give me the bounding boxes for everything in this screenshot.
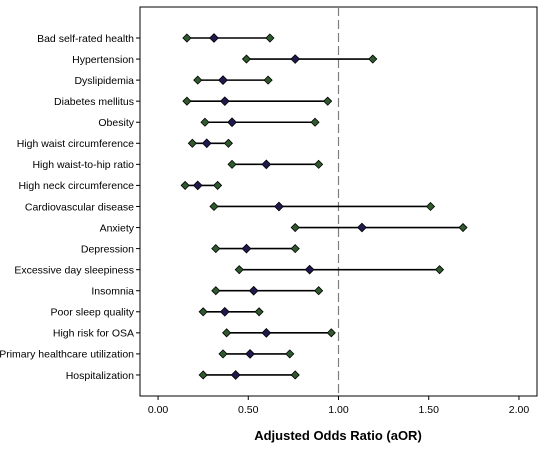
plot-area xyxy=(139,6,538,397)
ci-upper-marker xyxy=(290,244,300,254)
point-estimate-marker xyxy=(241,243,252,254)
ci-lower-marker xyxy=(222,328,232,338)
ci-upper-marker xyxy=(368,54,378,64)
row-label: Hospitalization xyxy=(66,370,134,382)
point-estimate-marker xyxy=(219,306,230,317)
ci-upper-marker xyxy=(265,33,275,43)
ci-lower-marker xyxy=(290,222,300,233)
row-label: Hypertension xyxy=(72,54,134,66)
ci-lower-marker xyxy=(198,307,208,317)
row-label: Primary healthcare utilization xyxy=(0,349,134,361)
point-estimate-marker xyxy=(201,138,212,149)
row-label: Excessive day sleepiness xyxy=(14,264,134,276)
row-label: Insomnia xyxy=(91,286,134,298)
row-label: Obesity xyxy=(98,117,134,129)
point-estimate-marker xyxy=(261,159,272,170)
ci-lower-marker xyxy=(193,75,203,85)
x-tick-label: 1.50 xyxy=(419,404,440,416)
point-estimate-marker xyxy=(248,285,259,296)
x-tick-label: 0.00 xyxy=(148,404,169,416)
ci-upper-marker xyxy=(458,222,468,233)
ci-lower-marker xyxy=(180,180,190,190)
ci-lower-marker xyxy=(200,117,210,127)
ci-upper-marker xyxy=(314,286,324,296)
ci-lower-marker xyxy=(211,286,221,296)
row-label: Dyslipidemia xyxy=(74,75,134,87)
ci-upper-marker xyxy=(285,349,295,359)
ci-upper-marker xyxy=(310,117,320,127)
ci-lower-marker xyxy=(227,159,237,169)
ci-lower-marker xyxy=(234,265,244,275)
x-tick-label: 0.50 xyxy=(238,404,259,416)
ci-upper-marker xyxy=(213,180,223,190)
row-label: Diabetes mellitus xyxy=(54,96,134,108)
point-estimate-marker xyxy=(245,349,255,359)
ci-upper-marker xyxy=(425,201,436,212)
ci-upper-marker xyxy=(254,307,264,317)
ci-lower-marker xyxy=(198,370,208,380)
row-label: Depression xyxy=(81,243,134,255)
ci-upper-marker xyxy=(434,265,445,275)
ci-lower-marker xyxy=(182,33,192,43)
row-label: High risk for OSA xyxy=(53,328,134,340)
ci-upper-marker xyxy=(223,138,233,148)
ci-upper-marker xyxy=(326,328,336,338)
row-label: High neck circumference xyxy=(18,180,134,192)
point-estimate-marker xyxy=(192,180,203,191)
point-estimate-marker xyxy=(219,96,230,107)
point-estimate-marker xyxy=(261,327,272,338)
point-estimate-marker xyxy=(304,264,315,275)
point-estimate-marker xyxy=(218,75,228,85)
ci-upper-marker xyxy=(290,370,300,380)
ci-upper-marker xyxy=(263,75,273,85)
ci-upper-marker xyxy=(323,96,333,106)
ci-lower-marker xyxy=(187,138,197,148)
point-estimate-marker xyxy=(230,370,241,380)
x-tick-label: 2.00 xyxy=(509,404,530,416)
ci-lower-marker xyxy=(211,244,221,254)
point-estimate-marker xyxy=(274,201,284,212)
point-estimate-marker xyxy=(209,33,219,43)
row-label: Bad self-rated health xyxy=(37,33,134,45)
ci-lower-marker xyxy=(218,349,228,359)
ci-lower-marker xyxy=(241,54,252,64)
ci-lower-marker xyxy=(182,96,192,106)
row-label: High waist-to-hip ratio xyxy=(32,159,134,171)
row-label: High waist circumference xyxy=(17,138,134,150)
point-estimate-marker xyxy=(227,117,237,128)
point-estimate-marker xyxy=(357,222,367,233)
x-tick-label: 1.00 xyxy=(328,404,349,416)
row-label: Anxiety xyxy=(100,222,135,234)
x-axis-title: Adjusted Odds Ratio (aOR) xyxy=(254,428,422,443)
row-label: Poor sleep quality xyxy=(51,307,135,319)
ci-upper-marker xyxy=(314,159,324,169)
point-estimate-marker xyxy=(290,54,301,64)
ci-lower-marker xyxy=(209,201,219,212)
row-label: Cardiovascular disease xyxy=(25,201,134,213)
